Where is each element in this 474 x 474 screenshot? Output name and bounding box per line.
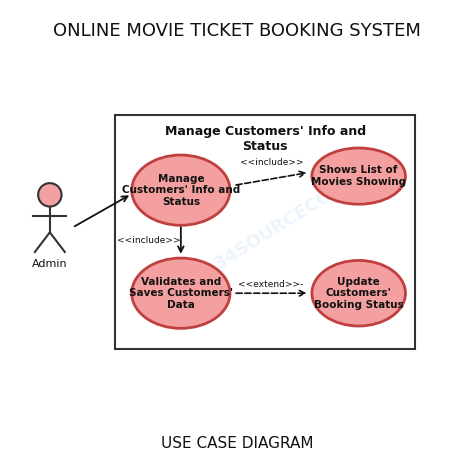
- Text: Manage Customers' Info and
Status: Manage Customers' Info and Status: [164, 125, 365, 153]
- Text: <<include>>: <<include>>: [240, 158, 304, 167]
- Text: Admin: Admin: [32, 259, 68, 270]
- Ellipse shape: [312, 148, 405, 204]
- Circle shape: [38, 183, 62, 207]
- Ellipse shape: [312, 260, 405, 326]
- Text: ONLINE MOVIE TICKET BOOKING SYSTEM: ONLINE MOVIE TICKET BOOKING SYSTEM: [53, 22, 421, 40]
- Text: Shows List of
Movies Showing: Shows List of Movies Showing: [311, 165, 406, 187]
- Text: <<extend>>-: <<extend>>-: [238, 280, 303, 289]
- Ellipse shape: [132, 258, 230, 328]
- Text: Manage
Customers' Info and
Status: Manage Customers' Info and Status: [122, 173, 240, 207]
- Text: Validates and
Saves Customers'
Data: Validates and Saves Customers' Data: [129, 277, 233, 310]
- Text: Update
Customers'
Booking Status: Update Customers' Booking Status: [314, 277, 403, 310]
- Text: USE CASE DIAGRAM: USE CASE DIAGRAM: [161, 436, 313, 451]
- Text: <<include>>: <<include>>: [117, 236, 181, 245]
- Text: 1234SOURCECODE: 1234SOURCECODE: [190, 170, 359, 285]
- Ellipse shape: [132, 155, 230, 225]
